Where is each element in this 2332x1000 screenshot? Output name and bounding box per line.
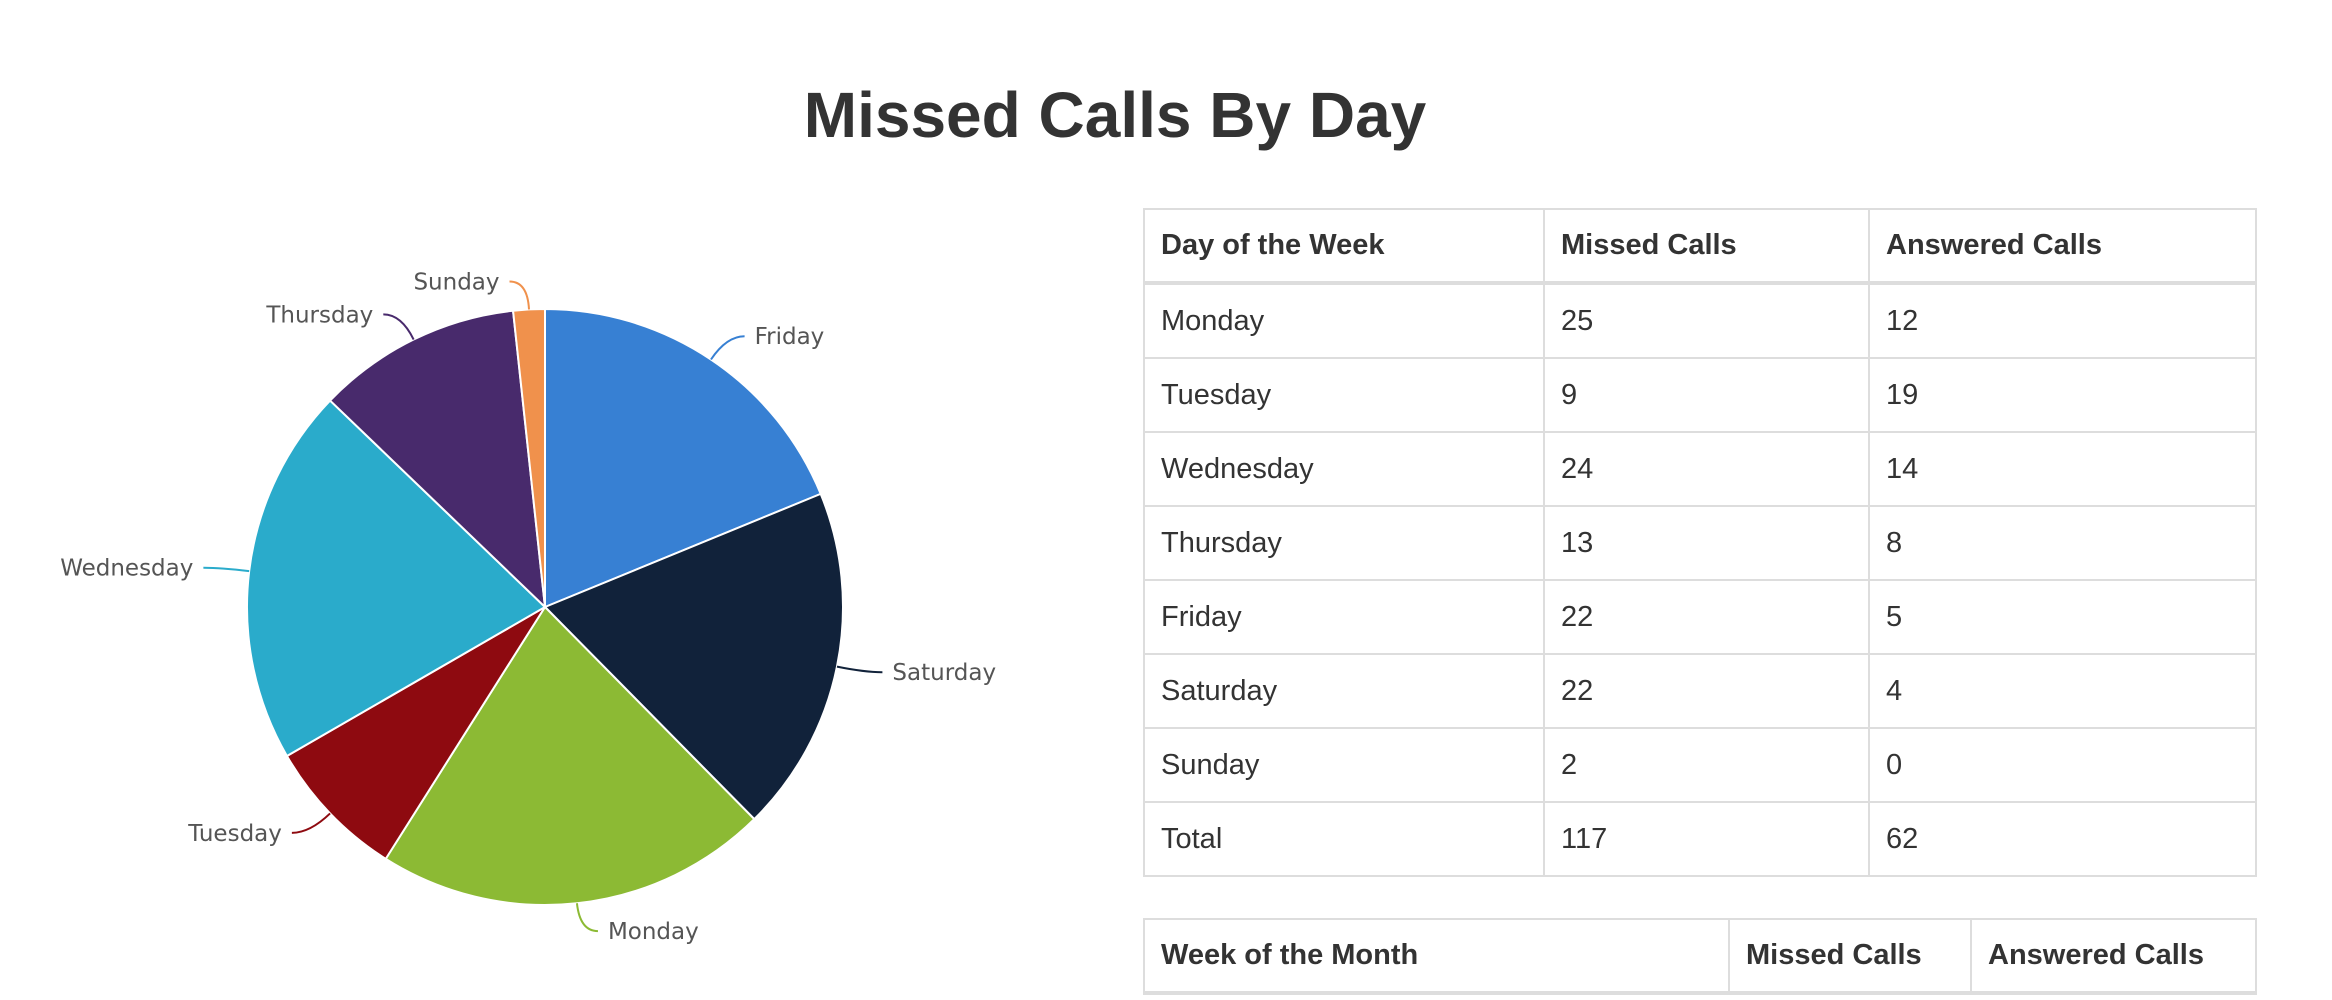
pie-slice-saturday[interactable] [543, 492, 844, 821]
cell-answered: 19 [1868, 357, 2257, 433]
cell-day: Wednesday [1143, 431, 1545, 507]
cell-answered: 12 [1868, 282, 2257, 359]
table-row: Monday 25 12 [1143, 282, 2257, 359]
cell-missed: 25 [1543, 282, 1870, 359]
cell-day: Thursday [1143, 505, 1545, 581]
header-missed-calls: Missed Calls [1543, 208, 1870, 285]
cell-missed: 22 [1543, 579, 1870, 655]
cell-missed: 2 [1543, 727, 1870, 803]
pie-connector-saturday [836, 665, 883, 674]
cell-day: Tuesday [1143, 357, 1545, 433]
cell-missed: 24 [1543, 431, 1870, 507]
table-row: Saturday 22 4 [1143, 653, 2257, 729]
pie-label-thursday: Thursday [265, 302, 373, 328]
table-row: Thursday 13 8 [1143, 505, 2257, 581]
cell-answered: 8 [1868, 505, 2257, 581]
pie-connector-tuesday [291, 812, 331, 834]
pie-connector-friday [710, 335, 745, 361]
table-row: Friday 22 5 [1143, 579, 2257, 655]
cell-answered: 4 [1868, 653, 2257, 729]
cell-total-label: Total [1143, 801, 1545, 877]
cell-missed: 22 [1543, 653, 1870, 729]
pie-slice-tuesday[interactable] [285, 606, 546, 861]
missed-calls-by-week-table: Week of the Month Missed Calls Answered … [1143, 918, 2257, 995]
cell-missed: 13 [1543, 505, 1870, 581]
header-answered-calls: Answered Calls [1868, 208, 2257, 285]
header-day-of-week: Day of the Week [1143, 208, 1545, 285]
pie-label-sunday: Sunday [413, 269, 499, 295]
pie-slice-friday[interactable] [544, 307, 823, 609]
cell-answered: 5 [1868, 579, 2257, 655]
pie-connector-wednesday [203, 566, 250, 573]
table-header-row: Week of the Month Missed Calls Answered … [1143, 918, 2257, 995]
pie-connector-thursday [383, 313, 415, 340]
cell-missed: 9 [1543, 357, 1870, 433]
cell-day: Friday [1143, 579, 1545, 655]
table-row: Tuesday 9 19 [1143, 357, 2257, 433]
pie-slice-wednesday[interactable] [246, 399, 547, 758]
page-title: Missed Calls By Day [803, 79, 1427, 151]
pie-label-wednesday: Wednesday [60, 556, 193, 582]
pie-label-tuesday: Tuesday [187, 821, 282, 847]
header-week-of-month: Week of the Month [1143, 918, 1730, 995]
missed-calls-pie-chart: Friday Saturday Monday Tuesday Wednesday Thur… [0, 200, 1140, 1000]
cell-answered: 0 [1868, 727, 2257, 803]
cell-day: Saturday [1143, 653, 1545, 729]
cell-total-answered: 62 [1868, 801, 2257, 877]
pie-slice-thursday[interactable] [328, 309, 547, 610]
header-missed-calls: Missed Calls [1728, 918, 1972, 995]
missed-calls-by-day-table: Day of the Week Missed Calls Answered Ca… [1143, 208, 2257, 877]
header-answered-calls: Answered Calls [1970, 918, 2257, 995]
table-total-row: Total 117 62 [1143, 801, 2257, 877]
pie-label-friday: Friday [755, 324, 825, 350]
pie-label-saturday: Saturday [892, 660, 996, 686]
pie-connector-monday [575, 903, 599, 933]
table-row: Sunday 2 0 [1143, 727, 2257, 803]
pie-connector-sunday [509, 280, 531, 310]
cell-total-missed: 117 [1543, 801, 1870, 877]
cell-day: Monday [1143, 282, 1545, 359]
cell-answered: 14 [1868, 431, 2257, 507]
pie-label-monday: Monday [608, 919, 699, 945]
table-header-row: Day of the Week Missed Calls Answered Ca… [1143, 208, 2257, 285]
pie-chart-svg: Friday Saturday Monday Tuesday Wednesday Thur… [60, 269, 996, 945]
cell-day: Sunday [1143, 727, 1545, 803]
table-row: Wednesday 24 14 [1143, 431, 2257, 507]
